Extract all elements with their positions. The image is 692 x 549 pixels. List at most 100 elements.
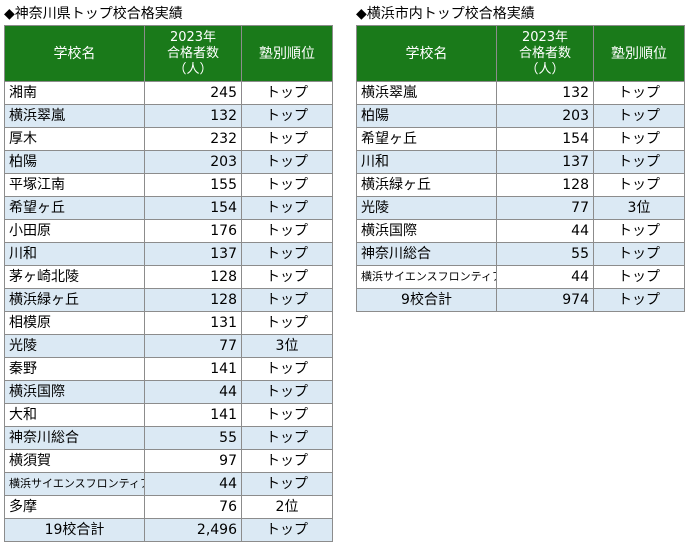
pass-count-cell: 44 — [496, 265, 594, 289]
right-results-table: 学校名 2023年 合格者数 （人） 塾別順位 横浜翠嵐 132 トップ 柏陽 203 ト… — [356, 25, 685, 312]
pass-count-header-label: 合格者数 — [166, 45, 219, 61]
total-rank-cell: トップ — [593, 288, 685, 312]
school-name-cell: 光陵 — [4, 334, 145, 358]
rank-cell: トップ — [593, 104, 685, 128]
pass-count-header-unit: （人） — [173, 61, 213, 77]
table-row: 神奈川総合 55 トップ — [4, 426, 333, 450]
table-row: 大和 141 トップ — [4, 403, 333, 427]
pass-count-cell: 232 — [144, 127, 242, 151]
pass-count-cell: 55 — [144, 426, 242, 450]
table-row: 希望ヶ丘 154 トップ — [4, 196, 333, 220]
pass-count-cell: 141 — [144, 357, 242, 381]
pass-count-cell: 203 — [144, 150, 242, 174]
school-name-cell: 横浜緑ヶ丘 — [4, 288, 145, 312]
rank-cell: トップ — [593, 81, 685, 105]
pass-count-cell: 132 — [144, 104, 242, 128]
school-name-cell: 柏陽 — [4, 150, 145, 174]
rank-cell: トップ — [241, 265, 333, 289]
rank-cell: トップ — [241, 380, 333, 404]
school-name-cell: 横浜国際 — [4, 380, 145, 404]
table-row: 川和 137 トップ — [4, 242, 333, 266]
pass-count-cell: 76 — [144, 495, 242, 519]
rank-cell: トップ — [241, 196, 333, 220]
pass-count-cell: 128 — [496, 173, 594, 197]
table-row: 柏陽 203 トップ — [4, 150, 333, 174]
pass-count-cell: 44 — [496, 219, 594, 243]
total-count-cell: 2,496 — [144, 518, 242, 542]
rank-cell: トップ — [593, 242, 685, 266]
table-row: 横浜サイエンスフロンティア 44 トップ — [356, 265, 685, 289]
rank-cell: トップ — [593, 265, 685, 289]
pass-count-cell: 55 — [496, 242, 594, 266]
rank-cell: トップ — [241, 173, 333, 197]
school-name-header: 学校名 — [356, 25, 497, 82]
school-name-cell: 横浜翠嵐 — [4, 104, 145, 128]
rank-cell: トップ — [593, 219, 685, 243]
school-name-cell: 湘南 — [4, 81, 145, 105]
rank-cell: トップ — [593, 173, 685, 197]
school-name-cell: 秦野 — [4, 357, 145, 381]
rank-cell: トップ — [241, 81, 333, 105]
rank-cell: トップ — [241, 150, 333, 174]
table-row: 横浜緑ヶ丘 128 トップ — [356, 173, 685, 197]
pass-count-header: 2023年 合格者数 （人） — [496, 25, 594, 82]
total-rank-cell: トップ — [241, 518, 333, 542]
pass-count-cell: 176 — [144, 219, 242, 243]
left-results-table: 学校名 2023年 合格者数 （人） 塾別順位 湘南 245 トップ 横浜翠嵐 132 ト… — [4, 25, 333, 542]
rank-cell: トップ — [593, 127, 685, 151]
total-row: 19校合計 2,496 トップ — [4, 518, 333, 542]
table-row: 柏陽 203 トップ — [356, 104, 685, 128]
table-row: 多摩 76 2位 — [4, 495, 333, 519]
school-name-cell: 神奈川総合 — [356, 242, 497, 266]
pass-count-cell: 44 — [144, 472, 242, 496]
rank-cell: トップ — [241, 449, 333, 473]
table-row: 横浜翠嵐 132 トップ — [4, 104, 333, 128]
pass-count-header-label: 合格者数 — [518, 45, 571, 61]
school-name-cell: 横浜国際 — [356, 219, 497, 243]
school-name-cell: 横浜翠嵐 — [356, 81, 497, 105]
table-row: 光陵 77 3位 — [356, 196, 685, 220]
table-row: 小田原 176 トップ — [4, 219, 333, 243]
pass-count-cell: 132 — [496, 81, 594, 105]
table-row: 横浜国際 44 トップ — [356, 219, 685, 243]
pass-count-header-year: 2023年 — [169, 29, 217, 45]
school-name-cell: 横浜サイエンスフロンティア — [4, 472, 145, 496]
table-row: 光陵 77 3位 — [4, 334, 333, 358]
pass-count-cell: 137 — [496, 150, 594, 174]
rank-cell: トップ — [241, 288, 333, 312]
total-label-cell: 19校合計 — [4, 518, 145, 542]
rank-cell: トップ — [241, 426, 333, 450]
rank-cell: トップ — [241, 127, 333, 151]
school-name-cell: 光陵 — [356, 196, 497, 220]
pass-count-cell: 155 — [144, 173, 242, 197]
table-row: 横浜翠嵐 132 トップ — [356, 81, 685, 105]
school-name-cell: 川和 — [356, 150, 497, 174]
school-name-cell: 希望ヶ丘 — [356, 127, 497, 151]
total-label-cell: 9校合計 — [356, 288, 497, 312]
rank-cell: トップ — [241, 403, 333, 427]
rank-header: 塾別順位 — [593, 25, 685, 82]
table-row: 湘南 245 トップ — [4, 81, 333, 105]
table-row: 平塚江南 155 トップ — [4, 173, 333, 197]
pass-count-header-year: 2023年 — [521, 29, 569, 45]
rank-cell: 2位 — [241, 495, 333, 519]
left-table-title: ◆神奈川県トップ校合格実績 — [4, 6, 183, 22]
rank-cell: トップ — [241, 311, 333, 335]
pass-count-cell: 154 — [496, 127, 594, 151]
pass-count-header-unit: （人） — [525, 61, 565, 77]
table-row: 秦野 141 トップ — [4, 357, 333, 381]
school-name-cell: 厚木 — [4, 127, 145, 151]
rank-cell: トップ — [241, 219, 333, 243]
school-name-cell: 横浜サイエンスフロンティア — [356, 265, 497, 289]
table-row: 横浜国際 44 トップ — [4, 380, 333, 404]
table-row: 横浜緑ヶ丘 128 トップ — [4, 288, 333, 312]
pass-count-cell: 77 — [144, 334, 242, 358]
table-row: 希望ヶ丘 154 トップ — [356, 127, 685, 151]
pass-count-cell: 141 — [144, 403, 242, 427]
school-name-cell: 茅ヶ崎北陵 — [4, 265, 145, 289]
table-row: 茅ヶ崎北陵 128 トップ — [4, 265, 333, 289]
pass-count-cell: 128 — [144, 288, 242, 312]
school-name-header: 学校名 — [4, 25, 145, 82]
table-row: 川和 137 トップ — [356, 150, 685, 174]
rank-cell: トップ — [593, 150, 685, 174]
